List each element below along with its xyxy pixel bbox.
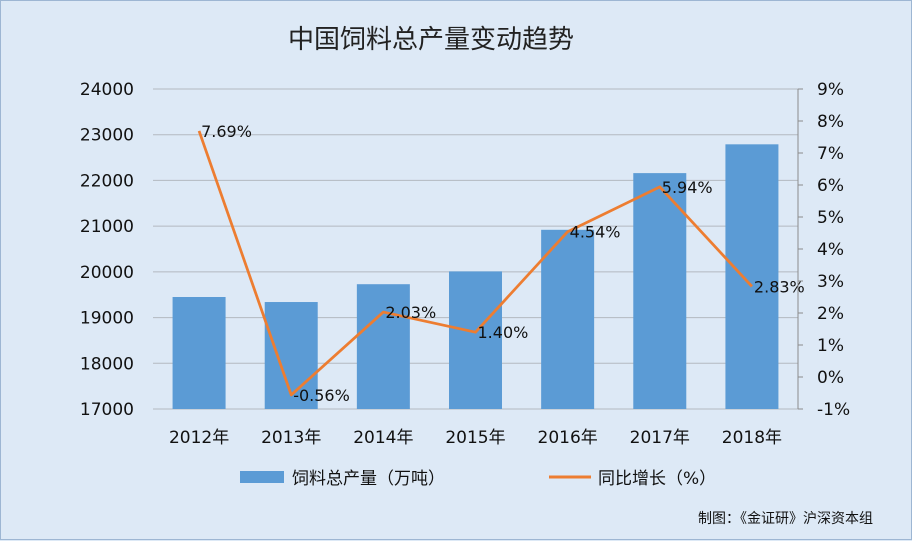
data-label: 2.03% [385, 303, 436, 322]
bar [725, 144, 779, 410]
legend-bar-swatch [240, 471, 284, 483]
y-left-tick-label: 22000 [80, 171, 134, 191]
y-right-tick-label: 2% [817, 304, 844, 324]
growth-line [197, 130, 753, 397]
data-label: 5.94% [662, 178, 713, 197]
chart-credit: 制图：《金证研》沪深资本组 [698, 511, 873, 527]
y-left-tick-label: 23000 [80, 126, 134, 146]
legend: 饲料总产量（万吨） 同比增长（%） [240, 469, 716, 489]
chart-title: 中国饲料总产量变动趋势 [288, 25, 574, 55]
bar [172, 297, 226, 409]
y-right-tick-label: 6% [817, 176, 844, 196]
x-tick-label: 2017年 [630, 428, 690, 448]
x-tick-label: 2013年 [261, 428, 321, 448]
y-left-tick-label: 18000 [80, 354, 134, 374]
y-right-tick-label: 3% [817, 272, 844, 292]
y-right-tick-label: 0% [817, 368, 844, 388]
bar [356, 284, 410, 409]
bar-series [172, 144, 779, 410]
axes: 17000 18000 19000 20000 21000 22000 23000 24000… [80, 80, 850, 448]
y-left-tick-label: 21000 [80, 217, 134, 237]
y-left-tick-label: 17000 [80, 400, 134, 420]
bar [633, 173, 687, 409]
legend-line-label: 同比增长（%） [598, 469, 716, 489]
y-right-tick-label: 1% [817, 336, 844, 356]
x-tick-label: 2015年 [445, 428, 505, 448]
bar [449, 271, 502, 409]
x-tick-label: 2016年 [538, 428, 598, 448]
bar [541, 229, 595, 409]
data-label: 2.83% [754, 277, 805, 296]
y-left-tick-label: 20000 [80, 263, 134, 283]
y-right-tick-label: 9% [817, 80, 844, 100]
y-right-tick-label: 7% [817, 144, 844, 164]
data-label: 7.69% [201, 122, 252, 141]
y-right-tick-label: 8% [817, 112, 844, 132]
x-tick-label: 2018年 [722, 428, 782, 448]
y-left-tick-label: 24000 [80, 80, 134, 100]
y-right-tick-label: 4% [817, 240, 844, 260]
y-right-tick-label: 5% [817, 208, 844, 228]
x-tick-label: 2014年 [353, 428, 413, 448]
y-left-tick-label: 19000 [80, 309, 134, 329]
line-series: 7.69% -0.56% 2.03% 1.40% 4.54% 5.94% 2.83% [197, 122, 805, 405]
data-label: 4.54% [570, 223, 621, 242]
data-label: 1.40% [478, 323, 529, 342]
data-label: -0.56% [293, 386, 350, 405]
y-right-tick-label: -1% [817, 400, 850, 420]
legend-bar-label: 饲料总产量（万吨） [292, 469, 445, 489]
x-tick-label: 2012年 [169, 428, 229, 448]
